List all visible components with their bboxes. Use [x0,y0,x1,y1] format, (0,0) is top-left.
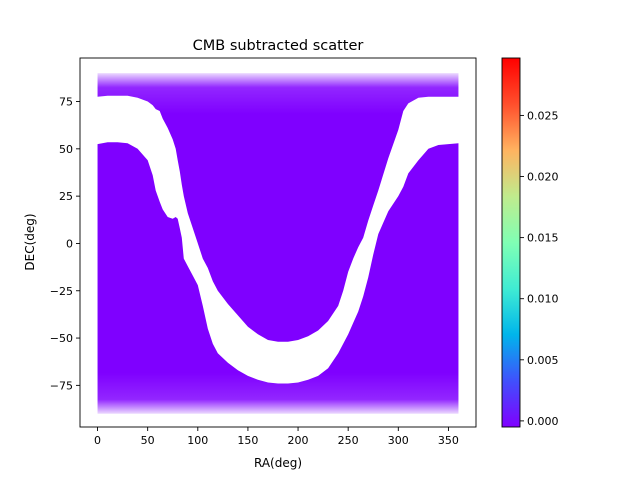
x-tick-label: 250 [338,434,359,447]
x-axis-ticks: 0 50 100 150 200 250 300 350 [94,427,459,447]
x-tick-label: 350 [438,434,459,447]
colorbar-tick-label: 0.000 [527,415,559,428]
x-axis-label: RA(deg) [254,456,302,470]
x-tick-label: 150 [237,434,258,447]
y-tick-label: −50 [50,332,73,345]
y-tick-label: −25 [50,285,73,298]
y-tick-label: 25 [59,190,73,203]
colorbar-tick-label: 0.005 [527,354,559,367]
y-tick-label: 0 [66,237,73,250]
x-tick-label: 0 [94,434,101,447]
plot-area [97,73,459,414]
colorbar-tick-label: 0.025 [527,109,559,122]
colorbar [501,57,521,428]
y-axis-label: DEC(deg) [23,213,37,270]
x-tick-label: 100 [187,434,208,447]
y-tick-label: 50 [59,143,73,156]
colorbar-tick-label: 0.010 [527,293,559,306]
x-tick-label: 200 [288,434,309,447]
chart-title: CMB subtracted scatter [193,38,364,54]
y-tick-label: 75 [59,96,73,109]
colorbar-tick-label: 0.020 [527,171,559,184]
colorbar-tick-label: 0.015 [527,232,559,245]
x-tick-label: 300 [388,434,409,447]
y-tick-label: −75 [50,379,73,392]
colorbar-ticks: 0.000 0.005 0.010 0.015 0.020 0.025 [520,109,559,428]
x-tick-label: 50 [141,434,155,447]
masked-galactic-band [97,95,459,384]
axes-frame [79,57,477,428]
y-axis-ticks: −75 −50 −25 0 25 50 75 [50,96,80,392]
